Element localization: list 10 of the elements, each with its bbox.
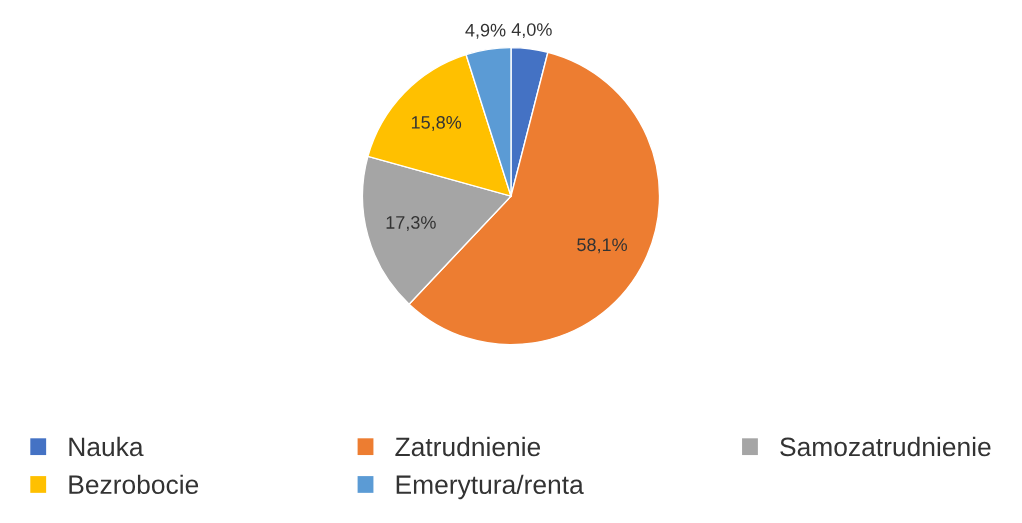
- legend-label: Emerytura/renta: [396, 474, 584, 500]
- legend-label: Zatrudnienie: [395, 436, 541, 457]
- legend-label: Bezrobocie: [69, 474, 199, 495]
- data-label: 15,8%: [411, 116, 462, 131]
- data-label: 17,3%: [386, 216, 436, 231]
- data-label: 58,1%: [577, 238, 628, 254]
- data-label: 4,9%: [465, 23, 506, 39]
- data-label: 4,0%: [511, 23, 552, 39]
- legend-label: Nauka: [69, 436, 144, 457]
- legend-label: Samozatrudnienie: [780, 436, 991, 457]
